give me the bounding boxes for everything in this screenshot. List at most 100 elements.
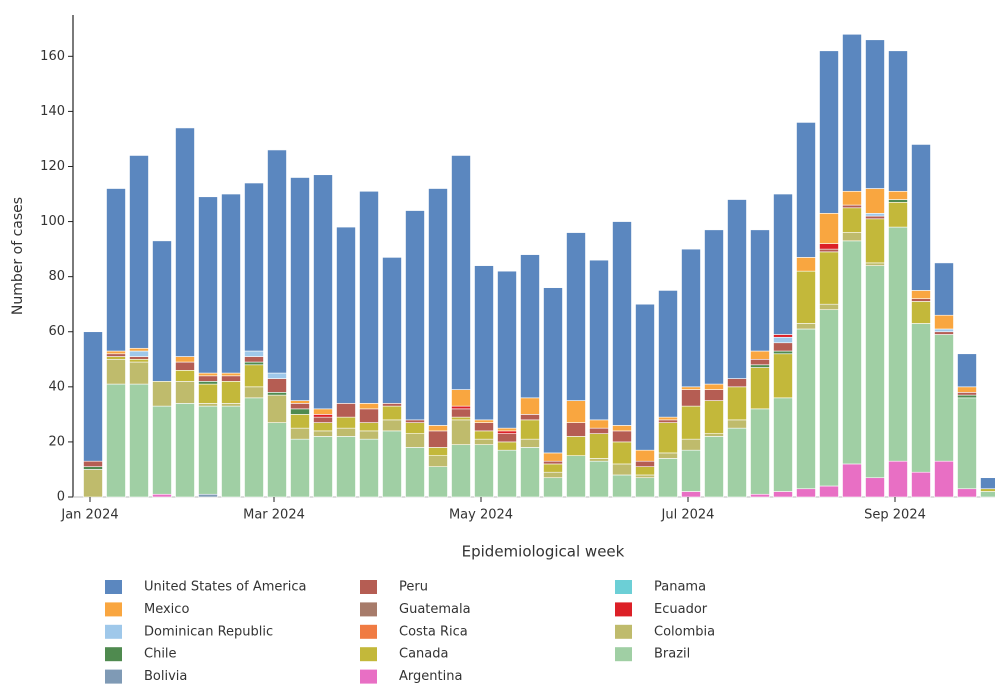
- bar-segment: [888, 190, 908, 200]
- bar-segment: [911, 301, 931, 324]
- bar-segment: [359, 403, 379, 410]
- bar-segment: [336, 427, 356, 437]
- y-tick-label: 60: [48, 324, 65, 339]
- bar-segment: [704, 400, 724, 434]
- legend-swatch: [105, 647, 122, 662]
- bar-segment: [796, 257, 816, 272]
- bar-segment: [704, 436, 724, 498]
- legend-swatch: [105, 624, 122, 639]
- bar-segment: [520, 397, 540, 415]
- bar-segment: [129, 358, 149, 363]
- bar-segment: [428, 425, 448, 432]
- bar-segment: [612, 463, 632, 476]
- bar-segment: [635, 474, 655, 479]
- bar-segment: [221, 403, 241, 407]
- bar-segment: [842, 232, 862, 242]
- bar-segment: [773, 491, 793, 498]
- legend-swatch: [105, 602, 122, 617]
- bar-segment: [382, 419, 402, 432]
- bar-segment: [612, 474, 632, 498]
- bar-segment: [382, 403, 402, 407]
- bar-segment: [497, 270, 517, 429]
- bar-segment: [83, 466, 103, 470]
- x-tick-label: Jul 2024: [661, 508, 715, 523]
- bar-segment: [589, 419, 609, 429]
- bar-segment: [681, 389, 701, 407]
- x-axis-title: Epidemiological week: [462, 543, 625, 561]
- bar-segment: [704, 433, 724, 437]
- bar-segment: [865, 265, 885, 479]
- bar-segment: [129, 155, 149, 349]
- bar-segment: [405, 433, 425, 448]
- bar-segment: [198, 372, 218, 377]
- bar-segment: [911, 298, 931, 302]
- bar-segment: [451, 389, 471, 407]
- bar-segment: [796, 122, 816, 258]
- bar-segment: [819, 251, 839, 305]
- bar-segment: [589, 433, 609, 459]
- bar-segment: [934, 314, 954, 330]
- bar-segment: [244, 361, 264, 366]
- bar-segment: [911, 323, 931, 473]
- bar-segment: [796, 488, 816, 498]
- bar-segment: [290, 427, 310, 440]
- legend-swatch: [615, 647, 632, 662]
- bar-segment: [704, 383, 724, 390]
- bar-segment: [727, 419, 747, 429]
- bar-segment: [497, 433, 517, 443]
- bar-segment: [750, 350, 770, 360]
- bar-segment: [750, 367, 770, 410]
- bar-segment: [612, 441, 632, 465]
- bar-segment: [681, 405, 701, 440]
- bar-segment: [428, 455, 448, 468]
- bar-segment: [612, 425, 632, 432]
- bar-segment: [336, 226, 356, 404]
- x-tick-label: Sep 2024: [864, 508, 926, 523]
- bar-segment: [129, 383, 149, 498]
- bar-segment: [175, 403, 195, 498]
- bar-segment: [750, 408, 770, 495]
- bar-segment: [382, 257, 402, 404]
- bar-segment: [589, 458, 609, 462]
- bar-segment: [658, 290, 678, 418]
- bar-segment: [405, 419, 425, 423]
- bar-segment: [704, 229, 724, 385]
- legend-label: Chile: [144, 647, 177, 662]
- bar-segment: [681, 248, 701, 388]
- bar-segment: [796, 323, 816, 330]
- bar-segment: [290, 414, 310, 429]
- legend-swatch: [615, 624, 632, 639]
- bar-segment: [566, 455, 586, 498]
- bar-segment: [658, 419, 678, 423]
- legend-label: Bolivia: [144, 669, 187, 684]
- bar-segment: [451, 416, 471, 421]
- bar-segment: [727, 378, 747, 388]
- bar-segment: [543, 287, 563, 454]
- bar-segment: [313, 408, 333, 415]
- bar-segment: [681, 438, 701, 451]
- y-tick-label: 120: [40, 159, 65, 174]
- legend-swatch: [360, 647, 377, 662]
- bar-segment: [428, 188, 448, 426]
- bar-segment: [405, 447, 425, 498]
- bar-segment: [957, 394, 977, 399]
- bar-segment: [428, 466, 448, 498]
- bar-segment: [796, 328, 816, 490]
- bar-segment: [290, 403, 310, 410]
- bar-segment: [612, 430, 632, 443]
- bar-segment: [911, 144, 931, 291]
- y-axis-title: Number of cases: [10, 197, 26, 315]
- bar-segment: [106, 188, 126, 352]
- bar-segment: [658, 458, 678, 498]
- bar-segment: [543, 452, 563, 462]
- bar-segment: [451, 155, 471, 390]
- bar-segment: [635, 477, 655, 498]
- y-tick-label: 20: [48, 434, 65, 449]
- x-tick-label: Jan 2024: [60, 508, 118, 523]
- bar-segment: [451, 444, 471, 498]
- bar-segment: [290, 400, 310, 404]
- bar-segment: [198, 403, 218, 407]
- bar-segment: [152, 240, 172, 382]
- bar-segment: [244, 397, 264, 498]
- bar-segment: [359, 438, 379, 498]
